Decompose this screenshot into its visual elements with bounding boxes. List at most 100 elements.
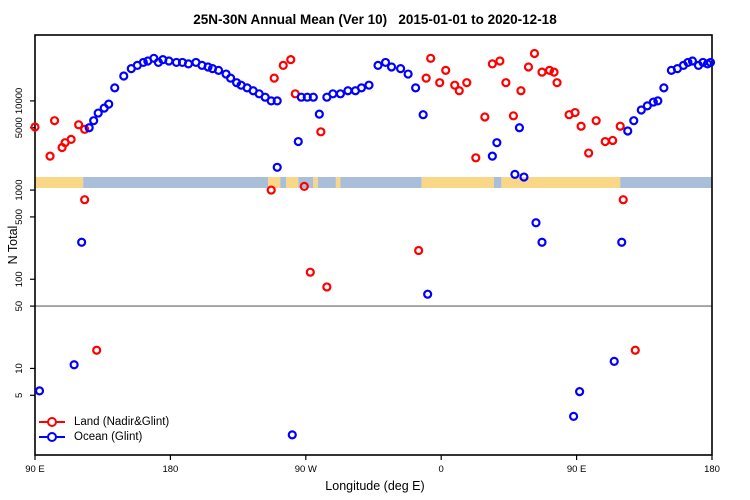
data-point-ocean	[609, 356, 619, 366]
data-point-ocean	[487, 151, 497, 161]
open-circle-icon	[47, 431, 57, 442]
data-point-ocean	[293, 136, 303, 147]
x-tick-label: 90 E	[567, 464, 587, 475]
legend-label-ocean: Ocean (Glint)	[74, 430, 143, 443]
data-point-ocean	[492, 138, 502, 148]
data-point-land	[591, 116, 601, 126]
ocean-series-symbol	[39, 431, 65, 442]
y-tick-label: 1000	[14, 180, 25, 201]
data-point-ocean	[328, 89, 338, 99]
data-point-ocean	[423, 289, 433, 299]
data-point-ocean	[287, 430, 297, 440]
open-circle-icon	[47, 416, 57, 427]
x-tick-label: 90 E	[25, 464, 45, 475]
data-point-ocean	[659, 83, 669, 93]
y-tick-label: 10000	[14, 88, 25, 114]
y-axis-title: N Total	[6, 225, 20, 265]
data-point-land	[92, 345, 102, 355]
data-point-land	[600, 136, 610, 147]
x-tick-label: 180	[162, 464, 178, 475]
land-ocean-strip-segment-land	[268, 177, 281, 188]
data-point-ocean	[77, 237, 87, 247]
y-tick-label: 500	[14, 209, 25, 225]
legend: Land (Nadir&Glint) Ocean (Glint)	[39, 414, 169, 444]
data-point-ocean	[308, 92, 318, 102]
data-point-ocean	[617, 237, 627, 247]
data-point-land	[471, 153, 481, 163]
legend-label-land: Land (Nadir&Glint)	[74, 415, 170, 428]
data-point-land	[570, 107, 580, 118]
x-tick-label: 0	[439, 464, 444, 475]
data-point-ocean	[380, 57, 391, 68]
data-point-land	[266, 185, 276, 195]
land-ocean-strip-segment-land	[313, 177, 318, 188]
legend-entry-ocean: Ocean (Glint)	[39, 429, 169, 444]
data-point-land	[322, 282, 332, 292]
land-ocean-strip-segment-ocean	[340, 177, 422, 188]
data-point-ocean	[314, 109, 324, 119]
data-point-land	[584, 148, 594, 158]
data-point-land	[66, 134, 76, 144]
data-point-ocean	[395, 64, 406, 74]
y-tick-label: 10	[14, 363, 25, 374]
data-point-ocean	[343, 86, 353, 96]
data-point-ocean	[69, 360, 79, 370]
x-axis-title: Longitude (deg E)	[325, 479, 425, 493]
y-tick-label: 100	[14, 271, 25, 287]
data-point-ocean	[272, 96, 282, 106]
data-point-ocean	[519, 172, 529, 182]
data-point-land	[278, 60, 288, 70]
land-ocean-strip-segment-land	[421, 177, 494, 188]
data-point-land	[450, 80, 460, 90]
data-point-land	[316, 127, 326, 137]
y-tick-label: 5000	[14, 117, 25, 138]
data-point-ocean	[648, 97, 658, 107]
data-point-ocean	[93, 108, 103, 118]
data-point-ocean	[575, 386, 585, 397]
data-point-ocean	[104, 99, 114, 109]
data-point-land	[508, 111, 519, 121]
data-point-ocean	[705, 57, 716, 68]
land-series-symbol	[39, 416, 65, 427]
data-point-land	[441, 65, 451, 75]
data-point-ocean	[110, 83, 120, 93]
land-ocean-strip-segment-land	[35, 177, 84, 188]
data-point-ocean	[356, 83, 367, 93]
data-point-ocean	[411, 83, 421, 93]
data-point-ocean	[213, 65, 224, 75]
data-point-land	[305, 267, 315, 277]
data-point-land	[537, 67, 547, 77]
data-point-land	[269, 73, 279, 83]
data-point-land	[618, 195, 628, 205]
data-point-land	[49, 116, 60, 126]
data-point-ocean	[119, 71, 129, 81]
data-point-land	[30, 122, 40, 132]
data-point-ocean	[138, 57, 148, 68]
data-point-land	[45, 151, 55, 161]
land-ocean-strip-segment-land	[335, 177, 341, 188]
data-point-ocean	[531, 218, 541, 228]
data-point-land	[414, 245, 424, 256]
data-point-land	[80, 195, 90, 205]
data-point-ocean	[386, 62, 397, 72]
land-ocean-strip-segment-ocean	[620, 177, 712, 188]
data-point-land	[487, 59, 497, 69]
data-point-ocean	[683, 57, 693, 68]
data-point-land	[549, 67, 559, 77]
data-point-land	[544, 65, 555, 75]
data-point-ocean	[636, 105, 646, 115]
land-ocean-strip-segment-ocean	[83, 177, 269, 188]
data-point-ocean	[164, 56, 174, 66]
data-point-land	[608, 135, 618, 146]
data-point-ocean	[653, 96, 663, 106]
land-ocean-strip-segment-land	[501, 177, 621, 188]
data-point-land	[462, 78, 472, 88]
data-point-land	[516, 86, 526, 96]
data-point-land	[615, 121, 625, 131]
data-point-land	[630, 345, 640, 355]
data-point-land	[426, 53, 436, 63]
data-point-ocean	[537, 237, 547, 247]
y-tick-label: 50	[14, 301, 25, 312]
